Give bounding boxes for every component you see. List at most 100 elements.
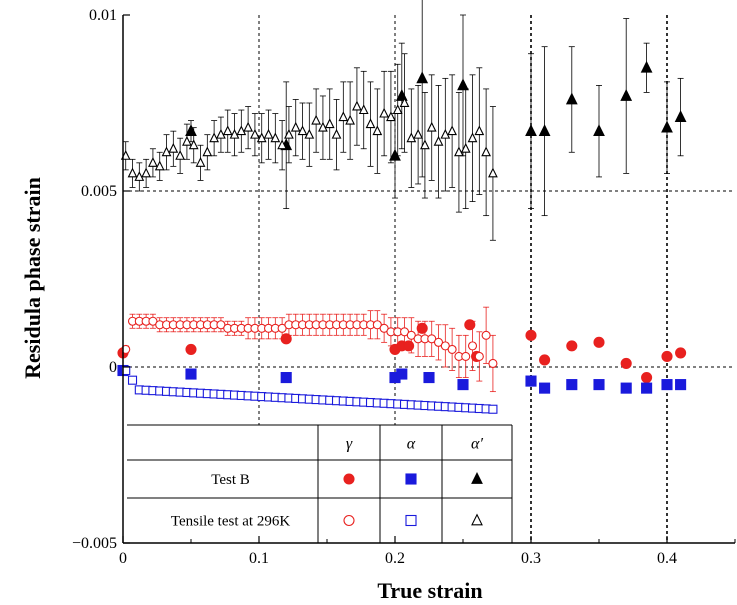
point-alpha-test-b (566, 379, 578, 391)
point-alpha_prime-tensile (175, 149, 186, 160)
point-alpha_prime-tensile (392, 104, 403, 115)
point-alpha_prime-tensile (277, 139, 288, 150)
point-alpha_prime-tensile (148, 157, 158, 167)
point-alpha_prime-tensile (386, 111, 396, 122)
point-alpha_prime-tensile (481, 146, 492, 157)
point-alpha_prime-test-b (389, 148, 401, 161)
point-gamma-test-b (641, 372, 653, 384)
point-alpha_prime-tensile (454, 146, 464, 157)
point-alpha_prime-tensile (270, 132, 281, 143)
point-alpha_prime-test-b (525, 124, 537, 137)
point-alpha_prime-tensile (256, 132, 267, 143)
y-axis-title: Residula phase strain (20, 177, 45, 379)
point-alpha_prime-tensile (311, 114, 322, 125)
x-tick-label: 0 (119, 550, 127, 567)
point-alpha-test-b (641, 382, 653, 394)
point-alpha_prime-tensile (290, 121, 301, 132)
point-alpha_prime-tensile (413, 128, 424, 139)
point-gamma-tensile (461, 351, 471, 361)
point-alpha_prime-tensile (236, 125, 247, 136)
point-alpha-test-b (620, 382, 632, 394)
point-alpha_prime-tensile (460, 142, 471, 153)
y-tick-label: 0.01 (89, 7, 117, 24)
point-alpha_prime-test-b (416, 71, 429, 84)
point-alpha_prime-test-b (620, 88, 633, 101)
x-tick-label: 0.3 (521, 550, 541, 567)
legend-marker-triangle (471, 472, 483, 484)
point-gamma-test-b (566, 340, 578, 352)
point-alpha_prime-test-b (674, 110, 687, 122)
point-alpha-test-b (423, 372, 435, 384)
point-alpha_prime-tensile (304, 128, 315, 139)
point-alpha_prime-test-b (457, 78, 469, 91)
data-points (117, 60, 687, 414)
point-alpha_prime-tensile (284, 128, 294, 139)
point-alpha_prime-tensile (161, 146, 172, 157)
legend-marker-square (405, 514, 417, 527)
legend: γ α α′ Test B Tensile test at 296K (127, 424, 513, 543)
point-alpha_prime-test-b (593, 124, 605, 137)
point-alpha_prime-tensile (209, 132, 220, 143)
point-gamma-test-b (525, 329, 537, 341)
point-alpha_prime-tensile (379, 107, 390, 118)
legend-background (127, 425, 512, 543)
point-alpha-test-b (675, 379, 687, 391)
point-alpha_prime-tensile (216, 128, 226, 139)
point-alpha_prime-tensile (399, 97, 410, 107)
point-alpha-tensile (127, 375, 138, 385)
point-gamma-test-b (620, 357, 632, 370)
point-alpha_prime-tensile (426, 121, 437, 132)
legend-row-label: Tensile test at 296K (171, 514, 291, 530)
point-alpha_prime-tensile (154, 160, 165, 171)
point-alpha_prime-tensile (406, 132, 417, 143)
point-alpha_prime-tensile (222, 125, 233, 136)
point-alpha_prime-tensile (358, 104, 369, 115)
point-alpha_prime-tensile (331, 128, 342, 139)
point-gamma-tensile (447, 344, 457, 354)
point-alpha-test-b (661, 379, 673, 391)
point-alpha-tensile (488, 404, 498, 414)
x-tick-label: 0.1 (249, 550, 269, 567)
legend-marker-square (405, 473, 417, 485)
x-tick-label: 0.4 (657, 550, 677, 567)
point-gamma-test-b (280, 333, 292, 345)
point-alpha_prime-tensile (134, 171, 145, 181)
point-alpha_prime-tensile (474, 125, 485, 136)
point-gamma-test-b (464, 319, 476, 331)
x-axis-title: True strain (377, 578, 482, 603)
point-alpha_prime-tensile (127, 167, 138, 178)
point-alpha_prime-tensile (202, 146, 213, 157)
point-alpha_prime-tensile (297, 125, 308, 136)
point-alpha_prime-tensile (324, 118, 335, 129)
point-alpha_prime-tensile (440, 128, 451, 139)
point-gamma-test-b (661, 350, 673, 362)
point-alpha_prime-tensile (243, 121, 254, 132)
point-alpha_prime-tensile (195, 157, 206, 167)
y-tick-label: 0 (109, 359, 117, 376)
y-tick-label: 0.005 (81, 183, 117, 200)
point-alpha_prime-tensile (447, 125, 458, 136)
point-gamma-tensile (488, 358, 498, 369)
point-gamma-tensile (481, 330, 491, 340)
point-alpha_prime-tensile (263, 128, 274, 139)
point-alpha_prime-tensile (365, 118, 376, 129)
legend-row-label: Test B (211, 472, 250, 488)
point-gamma-test-b (593, 336, 605, 348)
point-alpha_prime-tensile (352, 100, 362, 111)
point-alpha_prime-tensile (141, 167, 152, 178)
point-alpha_prime-test-b (661, 120, 673, 133)
legend-header: α (407, 436, 416, 453)
legend-marker-triangle (471, 513, 483, 526)
point-alpha-test-b (280, 372, 292, 384)
point-alpha-test-b (525, 375, 537, 387)
point-gamma-test-b (185, 343, 197, 355)
point-alpha_prime-test-b (565, 92, 578, 105)
point-alpha_prime-tensile (168, 142, 179, 153)
point-alpha_prime-tensile (188, 139, 199, 150)
point-alpha-test-b (457, 379, 469, 391)
point-gamma-tensile (467, 341, 478, 351)
point-alpha-test-b (593, 379, 605, 391)
y-tick-label: −0.005 (72, 535, 117, 552)
